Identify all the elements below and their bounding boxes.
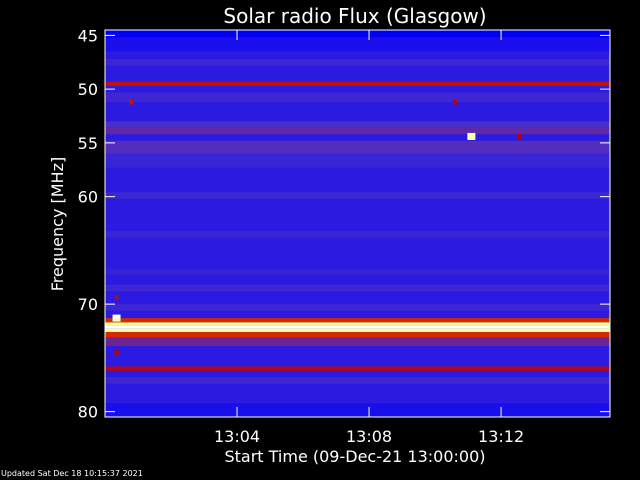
y-tick-label: 80 (78, 403, 98, 422)
frequency-band (105, 337, 610, 347)
heatmap-background (105, 30, 610, 417)
x-tick-label: 13:12 (478, 427, 524, 446)
frequency-band (105, 121, 610, 128)
hotspot (452, 99, 457, 105)
y-tick-label: 55 (78, 134, 98, 153)
hotspot (114, 295, 119, 301)
y-tick-label: 45 (78, 26, 98, 45)
y-tick-label: 60 (78, 188, 98, 207)
frequency-band (105, 377, 610, 384)
hotspot (114, 350, 119, 355)
frequency-band (105, 268, 610, 276)
frequency-band (105, 81, 610, 86)
frequency-band (105, 328, 610, 333)
x-tick-label: 13:04 (214, 427, 260, 446)
x-axis-label: Start Time (09-Dec-21 13:00:00) (224, 447, 485, 466)
frequency-band (105, 231, 610, 238)
chart-title: Solar radio Flux (Glasgow) (223, 4, 486, 28)
frequency-band (105, 403, 610, 417)
frequency-band (105, 192, 610, 199)
frequency-band (105, 325, 610, 329)
y-axis-label: Frequency [MHz] (48, 157, 67, 291)
heatmap-area (105, 30, 610, 417)
plot-frame (104, 29, 611, 418)
frequency-band (105, 127, 610, 135)
frequency-band (105, 322, 610, 326)
x-tick-label: 13:08 (346, 427, 392, 446)
axes: 45 50 55 60 70 80 13:04 13:08 13:12 (78, 26, 611, 446)
hotspot (467, 132, 476, 140)
frequency-band (105, 332, 610, 338)
frequency-band (105, 366, 610, 371)
hotspot (517, 133, 522, 139)
frequency-band (105, 318, 610, 323)
frequency-band (105, 153, 610, 168)
frequency-band (105, 30, 610, 38)
y-tick-label: 50 (78, 80, 98, 99)
frequency-band (105, 140, 610, 154)
updated-timestamp: Updated Sat Dec 18 10:15:37 2021 (1, 469, 143, 478)
frequency-band (105, 59, 610, 66)
frequency-band (105, 92, 610, 103)
frequency-band (105, 37, 610, 52)
frequency-band (105, 284, 610, 292)
hotspot (112, 314, 121, 322)
frequency-band (105, 304, 610, 311)
hotspot (129, 99, 134, 105)
y-tick-label: 70 (78, 295, 98, 314)
